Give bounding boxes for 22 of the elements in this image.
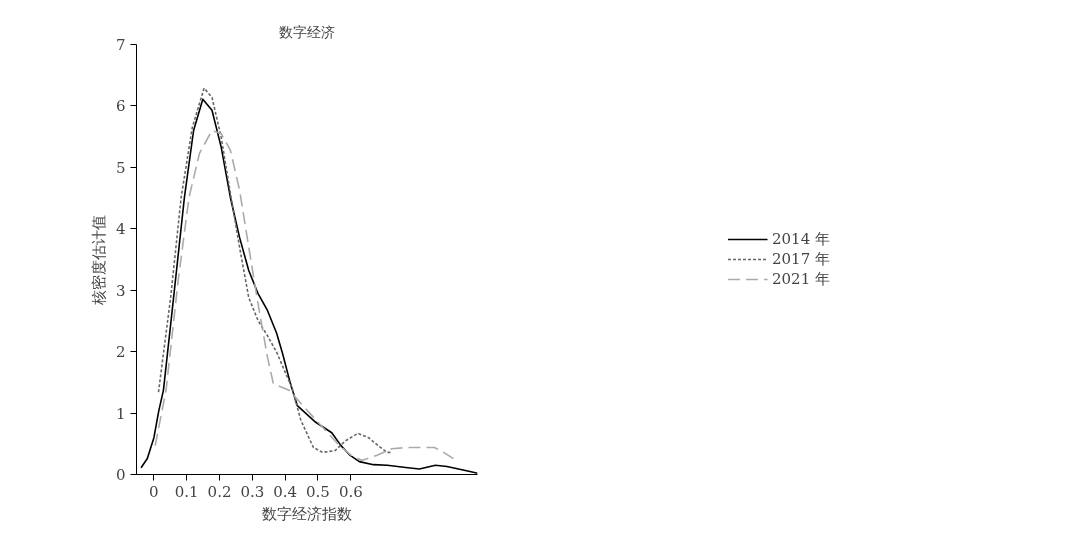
y-tick-label: 3 — [115, 281, 126, 300]
x-tick-label: 0.6 — [338, 482, 363, 501]
line-series — [157, 87, 393, 454]
y-tick-label: 5 — [115, 158, 126, 177]
x-tick-label: 0.5 — [306, 482, 330, 501]
x-axis-title: 数字经济指数 — [262, 504, 352, 523]
x-tick-label: 0.4 — [273, 482, 298, 501]
y-tick-label: 4 — [115, 220, 126, 239]
y-tick-label: 0 — [115, 466, 126, 484]
x-tick-label: 0 — [149, 482, 159, 501]
chart-title: 数字经济 — [279, 23, 335, 40]
legend-label: 2014 年 — [772, 229, 830, 249]
legend-label: 2017 年 — [772, 249, 830, 269]
y-tick-label: 1 — [115, 404, 126, 423]
x-tick-label: 0.3 — [240, 482, 265, 501]
y-tick-label: 6 — [115, 97, 126, 116]
x-tick-label: 0.2 — [207, 482, 232, 501]
y-tick-label: 2 — [115, 343, 126, 362]
legend-label: 2021 年 — [772, 269, 830, 289]
x-tick-label: 0.1 — [174, 482, 199, 501]
y-axis-title: 核密度估计值 — [89, 214, 108, 306]
y-tick-label: 7 — [115, 36, 126, 54]
